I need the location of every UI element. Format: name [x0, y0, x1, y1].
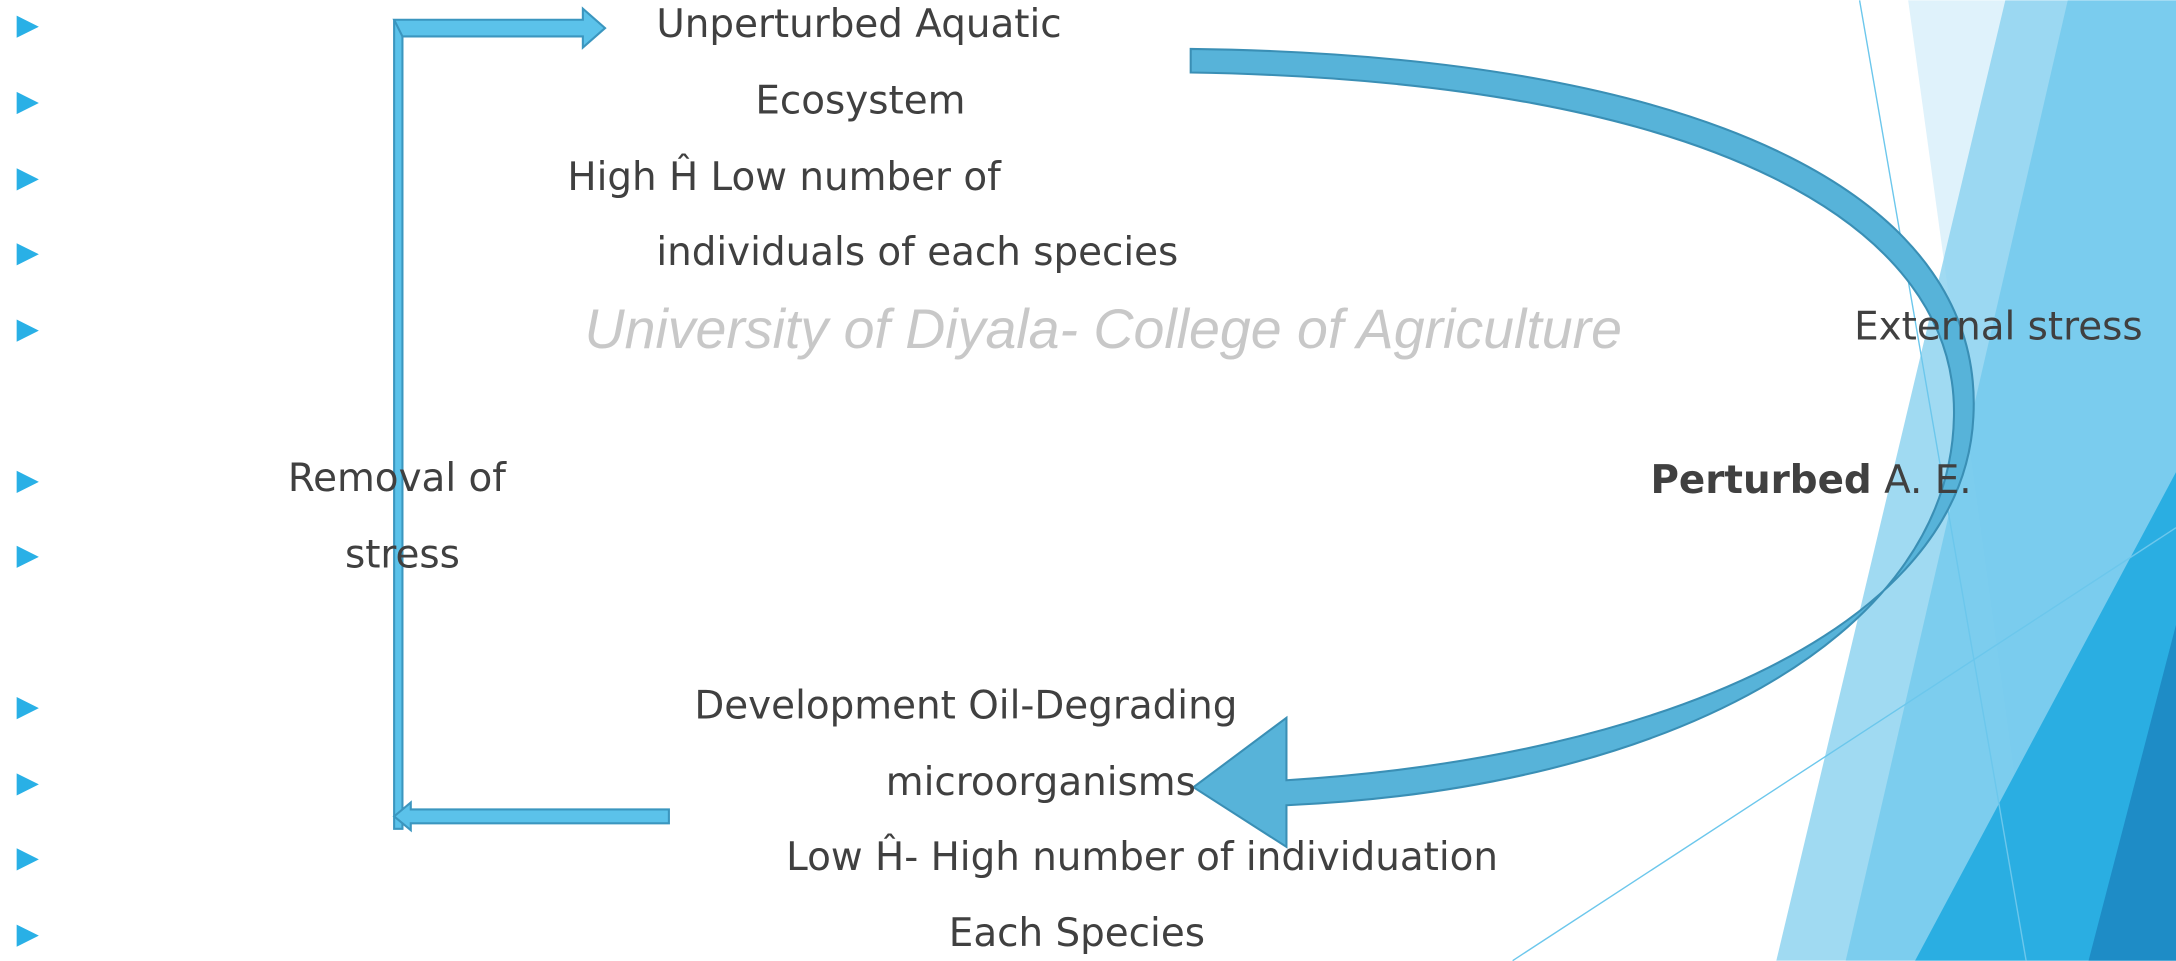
- bullets: [17, 16, 39, 947]
- node-text: Ecosystem: [755, 79, 965, 124]
- label: stress: [345, 532, 460, 577]
- node-text: High Ĥ Low number of: [567, 153, 1002, 200]
- node-text: Each Species: [949, 911, 1205, 956]
- node-text: microorganisms: [886, 760, 1196, 805]
- bracket-arrow: [394, 9, 669, 831]
- label: External stress: [1854, 305, 2142, 350]
- text: A. E.: [1884, 457, 1971, 502]
- node-text: Development Oil-Degrading: [694, 684, 1237, 729]
- node-text: Perturbed A. E.: [1650, 457, 1971, 502]
- node-text: individuals of each species: [656, 230, 1178, 275]
- node-text: Unperturbed Aquatic: [656, 2, 1061, 47]
- bold-text: Perturbed: [1650, 457, 1871, 502]
- label: Removal of: [288, 456, 507, 501]
- watermark: University of Diyala- College of Agricul…: [585, 298, 1622, 360]
- slide: University of Diyala- College of Agricul…: [0, 0, 2176, 961]
- node-text: Low Ĥ- High number of individuation: [786, 833, 1498, 880]
